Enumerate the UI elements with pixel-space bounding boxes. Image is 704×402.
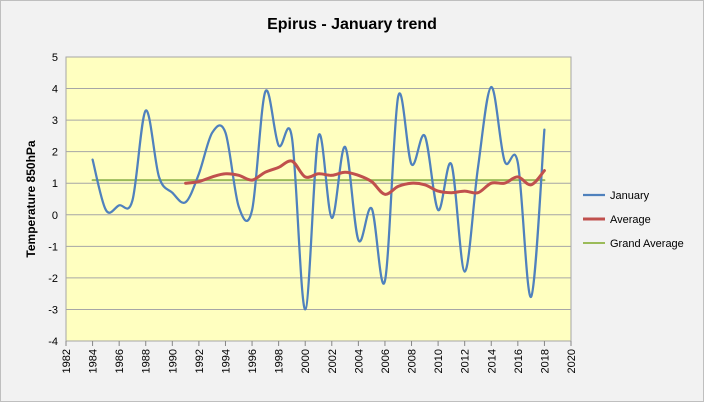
x-tick-label: 1986 (114, 349, 126, 373)
x-tick-label: 2014 (486, 349, 498, 373)
y-tick-label: 4 (52, 84, 58, 96)
plot-border (65, 56, 572, 342)
y-tick-label: -4 (48, 336, 58, 348)
x-tick-label: 1998 (274, 349, 286, 373)
x-tick-label: 1984 (88, 349, 100, 373)
x-tick-label: 2012 (460, 349, 472, 373)
legend-label: Average (610, 214, 651, 226)
x-tick-label: 2020 (566, 349, 578, 373)
y-tick-label: 1 (52, 178, 58, 190)
series-line-january (91, 85, 546, 311)
y-tick-label: -3 (48, 304, 58, 316)
x-tick-label: 1994 (220, 349, 232, 373)
x-tick-label: 2000 (300, 349, 312, 373)
y-tick-label: 3 (52, 115, 58, 127)
x-tick-label: 2016 (513, 349, 525, 373)
x-tick-label: 1990 (167, 349, 179, 373)
y-tick-label: 0 (52, 210, 58, 222)
x-tick-label: 2004 (353, 349, 365, 373)
chart-title: Epirus - January trend (267, 16, 437, 33)
x-tick-label: 1992 (194, 349, 206, 373)
y-tick-label: 2 (52, 147, 58, 159)
legend-label: January (610, 190, 650, 202)
y-tick-label: -2 (48, 273, 58, 285)
legend: January Average Grand Average (583, 190, 684, 250)
x-tick-label: 2008 (407, 349, 419, 373)
x-tick-label: 2010 (433, 349, 445, 373)
x-tick-label: 2002 (327, 349, 339, 373)
x-tick-label: 1982 (61, 349, 73, 373)
legend-label: Grand Average (610, 238, 684, 250)
x-tick-label: 1988 (141, 349, 153, 373)
x-tick-label: 2018 (539, 349, 551, 373)
series-line-average (184, 159, 546, 196)
y-tick-label: -1 (48, 241, 58, 253)
x-tick-label: 2006 (380, 349, 392, 373)
y-tick-label: 5 (52, 52, 58, 64)
series-lines (91, 85, 546, 311)
y-axis-title: Temperature 850hPa (24, 140, 38, 257)
x-tick-label: 1996 (247, 349, 259, 373)
